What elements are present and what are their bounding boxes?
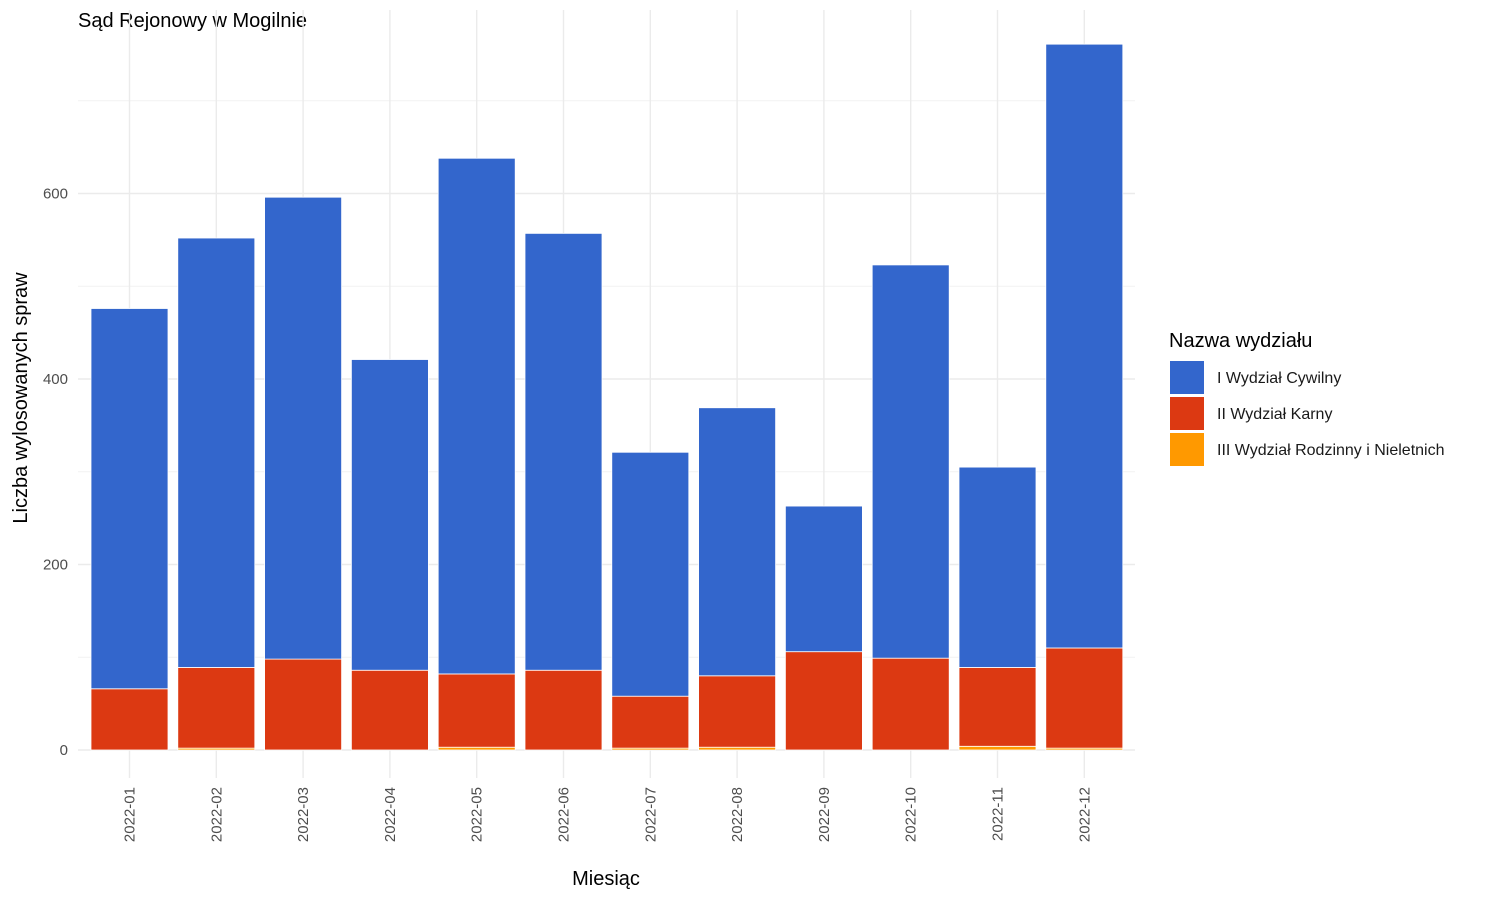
bar-segment [177,667,256,749]
x-tick-label: 2022-03 [295,787,312,842]
y-tick-label: 200 [43,557,68,574]
bar-segment [437,673,516,748]
x-axis-title: Miesiąc [572,868,640,890]
legend: Nazwa wydziału I Wydział Cywilny II Wydzi… [1169,330,1445,466]
legend-swatch [1170,397,1204,430]
legend-title: Nazwa wydziału [1169,330,1312,352]
legend-label: II Wydział Karny [1217,406,1332,423]
bar-segment [350,669,429,751]
bar-segment [698,746,776,751]
x-tick-label: 2022-09 [816,787,833,842]
bars-layer [90,43,1124,751]
bar-segment [611,451,690,697]
bar-segment [958,745,1037,751]
legend-label: I Wydział Cywilny [1217,370,1341,387]
bar-segment [524,232,603,671]
y-axis-title: Liczba wylosowanych spraw [10,272,32,524]
x-tick-label: 2022-06 [556,787,573,842]
x-tick-label: 2022-02 [208,787,225,842]
bar-segment [437,157,516,675]
bar-segment [90,308,169,690]
bar-segment [958,466,1037,668]
x-tick-label: 2022-12 [1076,787,1093,842]
bar-segment [785,651,863,751]
bar-segment [90,688,169,751]
x-tick-label: 2022-11 [990,787,1007,841]
bar-segment [437,746,516,751]
x-tick-label: 2022-07 [642,787,659,842]
y-tick-label: 0 [60,742,68,759]
y-axis-ticks: 0 200 400 600 [43,186,68,760]
bar-segment [177,237,256,668]
y-tick-label: 400 [43,371,68,388]
bar-segment [958,667,1037,747]
bar-segment [264,658,343,751]
bar-segment [611,695,690,749]
y-tick-label: 600 [43,186,68,203]
x-tick-label: 2022-10 [903,787,920,842]
bar-segment [698,675,776,748]
bar-segment [1045,43,1124,649]
x-tick-label: 2022-05 [469,787,486,842]
bar-segment [524,669,603,751]
x-tick-label: 2022-01 [122,787,139,842]
bar-segment [698,407,776,677]
legend-label: III Wydział Rodzinny i Nieletnich [1217,442,1445,459]
x-tick-label: 2022-08 [729,787,746,842]
x-axis-ticks: 2022-01 2022-02 2022-03 2022-04 2022-05 2022-… [122,787,1094,842]
chart-title: Sąd Rejonowy w Mogilnie [78,10,307,32]
legend-swatch [1170,433,1204,466]
legend-swatch [1170,361,1204,394]
bar-segment [785,505,863,653]
bar-segment [264,196,343,660]
bar-segment [350,359,429,671]
bar-segment [871,657,950,751]
x-tick-label: 2022-04 [382,787,399,842]
bar-segment [871,264,950,659]
bar-segment [1045,647,1124,749]
